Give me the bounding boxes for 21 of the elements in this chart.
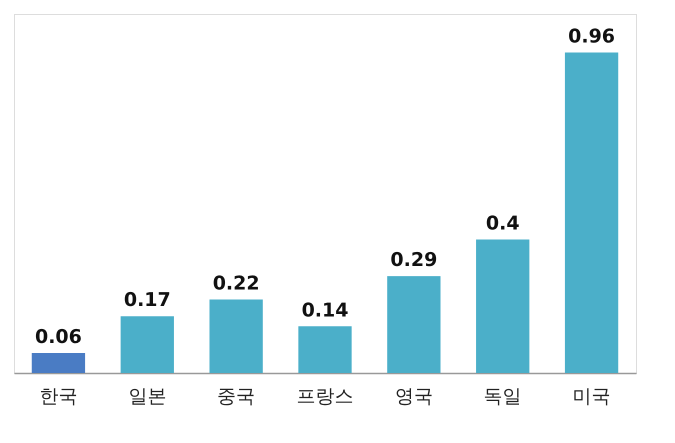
bar	[298, 326, 352, 373]
bar	[387, 276, 441, 373]
x-tick-label: 일본	[128, 386, 166, 408]
bar	[209, 300, 263, 373]
bar	[120, 316, 174, 373]
bar	[476, 239, 530, 373]
data-label: 0.96	[568, 25, 616, 48]
bar	[32, 352, 86, 373]
data-label: 0.29	[390, 249, 438, 272]
x-tick-label: 영국	[394, 386, 433, 408]
data-label: 0.14	[302, 299, 348, 322]
x-tick-label: 중국	[217, 386, 256, 408]
x-tick-label: 한국	[39, 386, 78, 408]
x-tick-label: 독일	[484, 386, 522, 408]
data-label: 0.17	[124, 289, 171, 312]
data-label: 0.22	[212, 272, 260, 295]
bar	[564, 52, 618, 373]
x-tick-label: 미국	[572, 386, 611, 408]
data-label: 0.06	[34, 326, 82, 348]
data-label: 0.4	[486, 212, 520, 234]
x-tick-label: 프랑스	[296, 386, 354, 408]
